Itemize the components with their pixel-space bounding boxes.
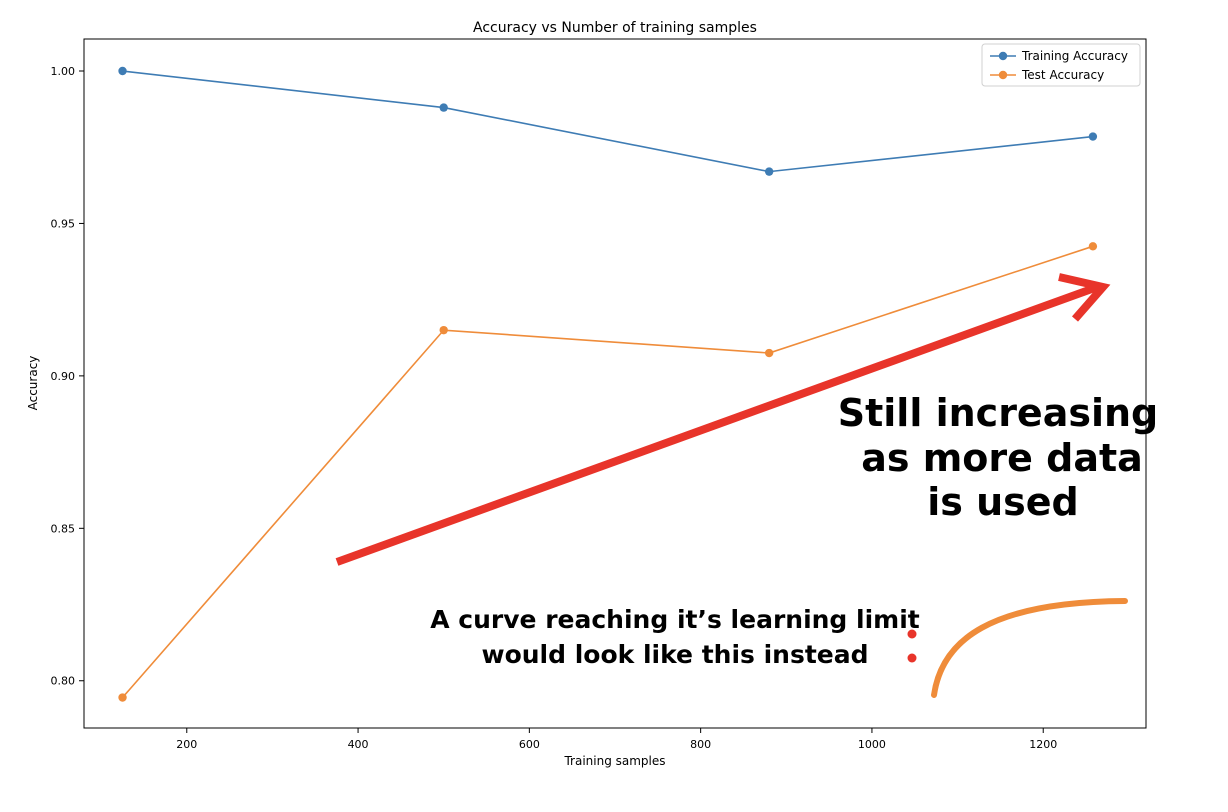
colon-dot-bottom bbox=[907, 653, 917, 663]
test-accuracy-point bbox=[118, 693, 127, 702]
series-layer bbox=[118, 66, 1098, 702]
x-tick-label: 400 bbox=[348, 738, 369, 751]
x-tick-label: 600 bbox=[519, 738, 540, 751]
test-accuracy-point bbox=[439, 325, 448, 335]
limit-annotation-line-1: A curve reaching it’s learning limit bbox=[430, 605, 920, 634]
plot-frame bbox=[83, 38, 1147, 729]
x-tick-label: 1000 bbox=[858, 738, 886, 751]
trend-annotation-line-1: Still increasing bbox=[838, 391, 1159, 435]
training-accuracy-legend-marker bbox=[998, 51, 1008, 61]
learning-limit-curve bbox=[931, 598, 1128, 698]
y-tick-label: 0.85 bbox=[51, 522, 76, 535]
test-accuracy-legend-label: Test Accuracy bbox=[1021, 68, 1104, 82]
y-tick-label: 0.95 bbox=[51, 217, 76, 230]
training-accuracy-point bbox=[1088, 132, 1098, 141]
x-axis-label: Training samples bbox=[563, 754, 665, 768]
y-tick-label: 0.80 bbox=[51, 675, 76, 688]
training-accuracy-line bbox=[122, 70, 1093, 173]
y-axis-ticks: 0.80 0.85 0.90 0.95 1.00 bbox=[51, 65, 84, 688]
x-tick-label: 800 bbox=[690, 738, 711, 751]
trend-annotation-line-3: is used bbox=[927, 480, 1079, 524]
y-tick-label: 1.00 bbox=[51, 65, 76, 78]
test-accuracy-point bbox=[764, 348, 774, 358]
training-accuracy-point bbox=[118, 66, 127, 76]
training-accuracy-point bbox=[439, 103, 448, 112]
x-tick-label: 200 bbox=[176, 738, 197, 751]
legend-box bbox=[981, 43, 1141, 87]
annotation-layer: Still increasing as more data is used A … bbox=[335, 273, 1159, 698]
x-tick-label: 1200 bbox=[1029, 738, 1057, 751]
y-axis-label: Accuracy bbox=[26, 356, 40, 411]
legend: Training Accuracy Test Accuracy bbox=[981, 43, 1141, 87]
training-accuracy-point bbox=[764, 167, 774, 176]
test-accuracy-line bbox=[121, 245, 1094, 699]
trend-annotation-line-2: as more data bbox=[861, 436, 1143, 480]
x-axis-ticks: 200 400 600 800 1000 1200 bbox=[176, 728, 1057, 751]
legend-items: Training Accuracy Test Accuracy bbox=[990, 49, 1128, 82]
trend-arrow-shaft bbox=[335, 282, 1102, 566]
test-accuracy-point bbox=[1088, 242, 1098, 251]
limit-annotation-line-2: would look like this instead bbox=[481, 640, 868, 669]
test-accuracy-legend-marker bbox=[998, 70, 1008, 80]
chart-title: Accuracy vs Number of training samples bbox=[473, 20, 757, 36]
training-accuracy-legend-label: Training Accuracy bbox=[1021, 49, 1128, 63]
trend-arrow-head bbox=[1058, 273, 1111, 322]
colon-dot-top bbox=[907, 629, 917, 639]
y-tick-label: 0.90 bbox=[51, 370, 76, 383]
